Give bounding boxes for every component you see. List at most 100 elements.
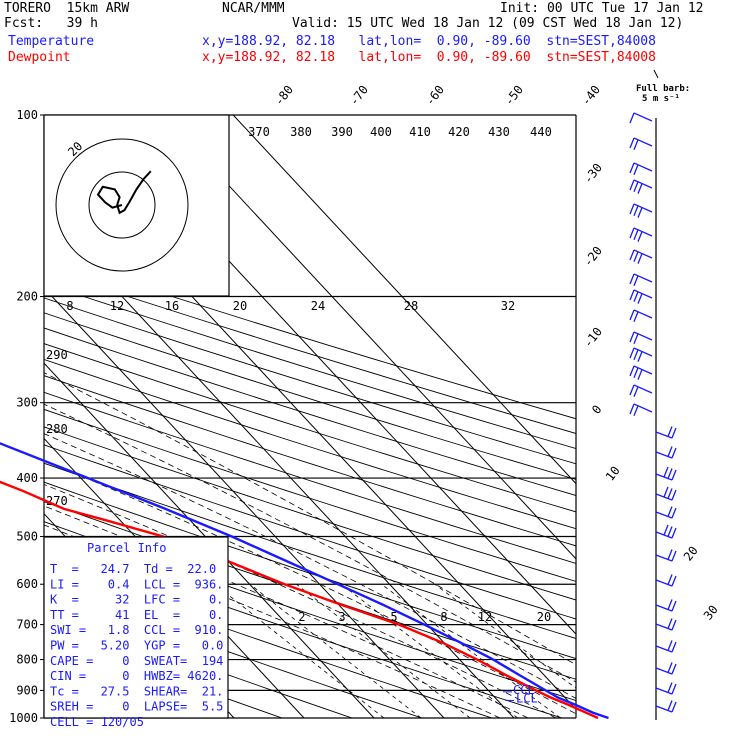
wind-barb [633, 403, 653, 413]
wind-barb [633, 291, 639, 303]
dewpoint-legend: Dewpoint [8, 50, 71, 65]
wind-barb [633, 251, 639, 263]
wind-barb [667, 549, 673, 560]
wind-barb [633, 229, 639, 241]
hodograph-ring [55, 138, 189, 272]
wind-barb [671, 619, 677, 631]
isotherm-label: -50 [502, 83, 526, 109]
ccl-label: CCL [513, 683, 535, 697]
wind-barb [655, 604, 673, 612]
wind-barb [633, 139, 639, 151]
dewpoint-location: x,y=188.92, 82.18 lat,lon= 0.90, -89.60 … [202, 50, 656, 65]
dry-adiabat-line [44, 327, 576, 496]
wind-barb [671, 683, 677, 695]
theta-label: 430 [488, 125, 510, 139]
wind-barb [633, 384, 653, 394]
wind-barb [667, 488, 673, 499]
isotherm-label: -10 [581, 325, 605, 351]
wind-barb [671, 507, 677, 519]
mixing-ratio-label: 8 [440, 610, 447, 624]
wind-barb [629, 249, 635, 261]
wind-barb [633, 203, 653, 213]
parcel-info-row: CIN = 0 HWBZ= 4620. [50, 669, 223, 683]
wind-barb [655, 645, 673, 653]
wind-barb [633, 333, 639, 345]
wind-barb [629, 289, 635, 301]
wind-barb [667, 599, 673, 610]
wind-barb [637, 351, 643, 362]
parcel-info-title: Parcel Info [87, 541, 166, 555]
speed-scale-label: 16 [165, 299, 179, 313]
speed-scale-label: 28 [404, 299, 418, 313]
isotherm-label: -30 [581, 161, 605, 187]
wind-barb [663, 524, 669, 536]
parcel-info-row: CAPE = 0 SWEAT= 194 [50, 654, 223, 668]
wind-barb [633, 137, 653, 147]
parcel-info-row: CELL = 120/05 [50, 715, 144, 729]
wind-barb [633, 311, 639, 323]
wind-barb [633, 162, 653, 172]
wind-barb [633, 386, 639, 398]
wind-barb [655, 554, 673, 562]
dewpoint-curve [0, 480, 599, 720]
isotherm-line [232, 115, 576, 485]
isotherm-line [162, 115, 576, 560]
dry-adiabat-line [44, 563, 493, 718]
mixing-ratio-line [214, 583, 385, 718]
pressure-label: 900 [16, 683, 38, 697]
lcl-label: LCL [516, 691, 538, 705]
pressure-label: 200 [16, 290, 38, 304]
wind-barb [633, 227, 653, 237]
speed-scale-label: 12 [110, 299, 124, 313]
wind-barb [633, 405, 639, 417]
theta-label: 280 [46, 422, 68, 436]
wind-barb [667, 574, 673, 585]
wind-barb [671, 663, 677, 675]
wind-barb [667, 426, 673, 437]
speed-scale-label: 32 [501, 299, 515, 313]
wind-barb [671, 575, 677, 587]
wind-barb [667, 682, 673, 693]
theta-label: 420 [448, 125, 470, 139]
hodograph-box [43, 114, 230, 297]
mixing-ratio-label: 3 [338, 610, 345, 624]
wind-barb [629, 347, 635, 359]
dry-adiabat-line [44, 268, 576, 434]
dry-adiabat-line [44, 282, 576, 450]
wind-barb [633, 112, 653, 122]
wind-barb [671, 427, 677, 439]
wind-barb [637, 231, 643, 242]
isotherm-label: 0 [589, 402, 604, 416]
pressure-label: 400 [16, 471, 38, 485]
speed-scale-label: 8 [66, 299, 73, 313]
parcel-info-row: LI = 0.4 LCL = 936. [50, 577, 223, 591]
parcel-info-box [43, 536, 229, 719]
wind-barb [663, 486, 669, 498]
temperature-curve [0, 442, 609, 720]
wind-barb [629, 162, 635, 174]
mixing-ratio-line [249, 583, 422, 718]
isotherm-label: -40 [579, 83, 603, 109]
hodograph-ring [88, 171, 156, 239]
wind-barb [633, 164, 639, 176]
wind-barb [629, 309, 635, 321]
dry-adiabat-line [44, 312, 576, 480]
parcel-info-row: SREH = 0 LAPSE= 5.5 [50, 700, 223, 714]
isotherm-line [44, 287, 445, 718]
wind-barb [633, 249, 653, 259]
parcel-info-row: Tc = 27.5 SHEAR= 21. [50, 684, 223, 698]
wind-barb [671, 447, 677, 459]
speed-scale-label: 24 [311, 299, 325, 313]
wind-barb [637, 253, 643, 264]
theta-label: 290 [46, 348, 68, 362]
wind-barb [629, 112, 635, 124]
wind-barb [633, 273, 653, 283]
wind-barb [629, 365, 635, 377]
wind-barb [655, 511, 673, 519]
wind-barb [629, 137, 635, 149]
wind-barb [667, 446, 673, 457]
wind-barb [633, 179, 653, 189]
dry-adiabat-line [44, 254, 576, 420]
wind-barb [655, 451, 673, 459]
